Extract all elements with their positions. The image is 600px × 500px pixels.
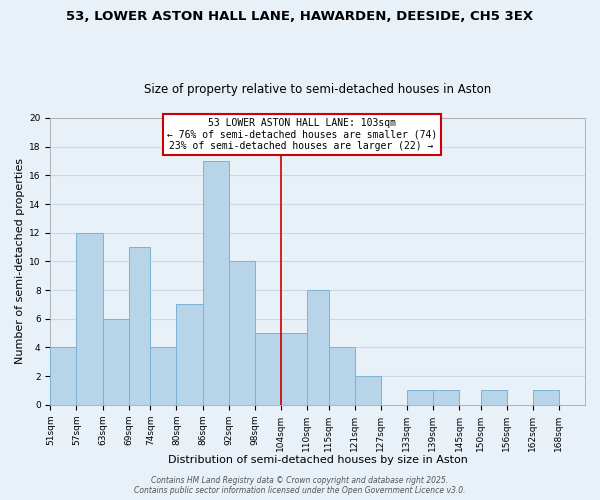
Title: Size of property relative to semi-detached houses in Aston: Size of property relative to semi-detach… xyxy=(144,83,491,96)
Bar xyxy=(76,232,103,404)
Bar xyxy=(254,333,281,404)
Text: 53, LOWER ASTON HALL LANE, HAWARDEN, DEESIDE, CH5 3EX: 53, LOWER ASTON HALL LANE, HAWARDEN, DEE… xyxy=(67,10,533,23)
Bar xyxy=(407,390,433,404)
X-axis label: Distribution of semi-detached houses by size in Aston: Distribution of semi-detached houses by … xyxy=(168,455,467,465)
Bar xyxy=(50,348,76,405)
Bar xyxy=(128,247,151,404)
Bar xyxy=(481,390,507,404)
Bar xyxy=(355,376,381,404)
Bar xyxy=(103,318,128,404)
Bar xyxy=(151,348,176,405)
Bar xyxy=(281,333,307,404)
Y-axis label: Number of semi-detached properties: Number of semi-detached properties xyxy=(15,158,25,364)
Bar xyxy=(307,290,329,405)
Bar xyxy=(533,390,559,404)
Bar xyxy=(176,304,203,404)
Bar xyxy=(433,390,459,404)
Text: Contains HM Land Registry data © Crown copyright and database right 2025.
Contai: Contains HM Land Registry data © Crown c… xyxy=(134,476,466,495)
Bar xyxy=(203,161,229,404)
Text: 53 LOWER ASTON HALL LANE: 103sqm
← 76% of semi-detached houses are smaller (74)
: 53 LOWER ASTON HALL LANE: 103sqm ← 76% o… xyxy=(167,118,437,151)
Bar xyxy=(329,348,355,405)
Bar xyxy=(229,262,254,404)
